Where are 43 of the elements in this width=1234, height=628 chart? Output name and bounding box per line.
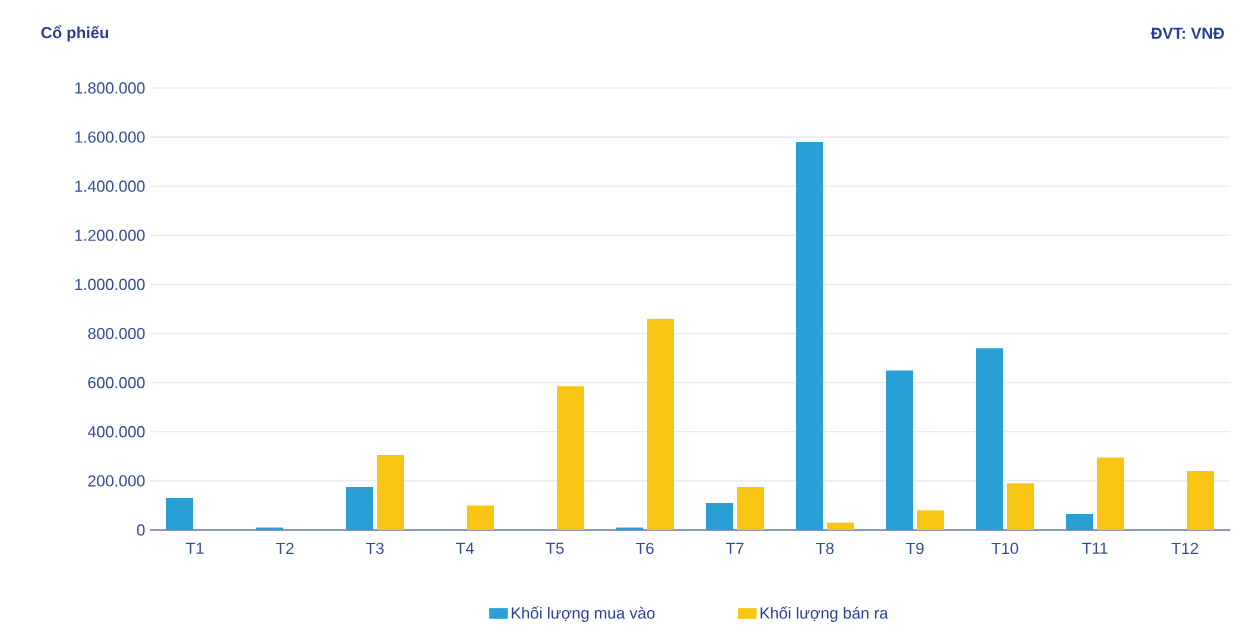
bar — [1066, 514, 1094, 530]
legend-label: Khối lượng bán ra — [760, 606, 889, 622]
y-tick-label: 600.000 — [88, 377, 145, 389]
y-tick-label: 1.400.000 — [75, 180, 145, 192]
bar — [557, 386, 585, 530]
x-tick-label: T4 — [456, 542, 474, 554]
bar — [796, 142, 824, 530]
x-tick-label: T3 — [366, 542, 384, 555]
bar — [166, 498, 193, 530]
y-tick-label: 1.000.000 — [75, 278, 145, 291]
bar — [917, 510, 945, 530]
x-tick-label: T7 — [726, 542, 744, 554]
y-tick-label: 800.000 — [88, 327, 145, 340]
x-tick-label: T5 — [546, 542, 564, 554]
bar — [1007, 483, 1035, 530]
x-tick-label: T11 — [1082, 542, 1108, 554]
x-tick-label: T8 — [816, 542, 834, 555]
bar — [346, 487, 373, 530]
bar — [886, 370, 914, 530]
bar — [737, 487, 765, 530]
x-tick-label: T6 — [636, 542, 654, 555]
y-axis-title: Cổ phiếu — [41, 25, 109, 42]
legend-label: Khối lượng mua vào — [511, 606, 655, 622]
x-tick-label: T12 — [1171, 542, 1198, 554]
bar — [827, 522, 855, 530]
bar — [976, 348, 1004, 530]
bar — [1187, 471, 1215, 530]
y-tick-label: 0 — [137, 524, 145, 536]
bar — [1097, 457, 1125, 530]
y-tick-label: 1.200.000 — [75, 229, 145, 241]
bar — [377, 455, 405, 530]
bar — [706, 502, 734, 530]
x-tick-label: T2 — [276, 542, 294, 554]
x-tick-label: T1 — [186, 542, 204, 554]
y-tick-label: 400.000 — [87, 426, 145, 438]
y-tick-label: 1.800.000 — [75, 82, 145, 94]
x-tick-label: T10 — [991, 542, 1019, 555]
x-tick-label: T9 — [906, 542, 924, 555]
y-tick-label: 1.600.000 — [75, 131, 145, 143]
bar — [467, 505, 495, 530]
y-tick-label: 200.000 — [88, 475, 145, 487]
text: ĐVT: VNĐ — [1150, 27, 1224, 39]
bar — [647, 318, 675, 530]
